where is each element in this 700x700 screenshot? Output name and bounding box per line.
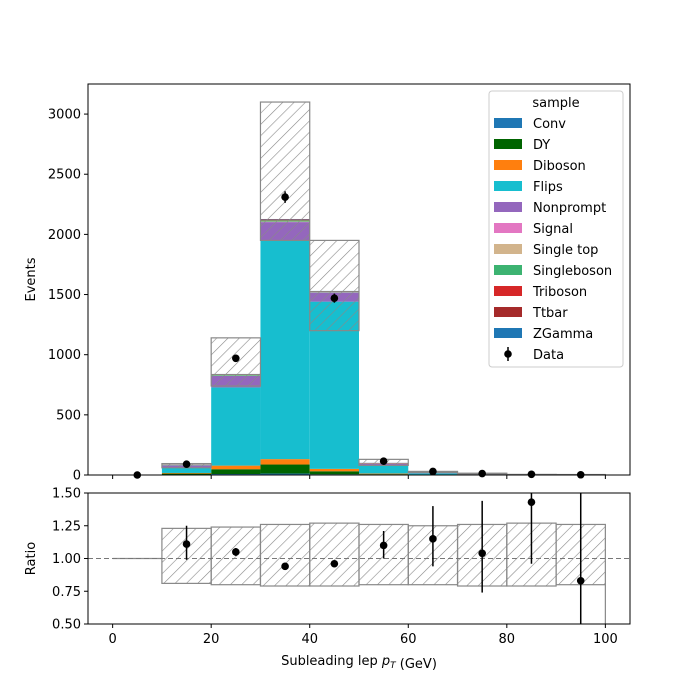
ratio-plot: 0.50 0.75 1.00 1.25 1.50 0 20 40 60 80 100 Ratio Sub… bbox=[24, 487, 631, 672]
data-point-2 bbox=[232, 354, 240, 363]
ratio-points bbox=[182, 493, 585, 624]
ratio-point-0 bbox=[182, 540, 191, 548]
x-axis-label: Subleading lep pT (GeV) bbox=[281, 654, 437, 672]
legend-swatch-6 bbox=[494, 244, 522, 254]
bar-flips-bin-3 bbox=[260, 240, 310, 460]
ratio-xtick-label-1: 20 bbox=[203, 632, 220, 647]
ratio-point-5 bbox=[429, 535, 437, 543]
legend-swatch-3 bbox=[494, 181, 522, 191]
bar-flips-bin-2 bbox=[211, 387, 261, 466]
uncertainty-bin-3 bbox=[259, 101, 311, 242]
main-ytick-label-6: 3000 bbox=[48, 108, 81, 123]
bar-dy-bin-5 bbox=[359, 474, 409, 475]
legend-label-4: Nonprompt bbox=[533, 201, 606, 216]
legend-label-5: Signal bbox=[533, 222, 573, 237]
ratio-xtick-label-3: 60 bbox=[400, 632, 417, 647]
ratio-ytick-label-0: 0.50 bbox=[52, 618, 81, 633]
main-plot-frame bbox=[87, 83, 631, 476]
legend-box bbox=[488, 90, 624, 368]
data-point-4 bbox=[330, 294, 339, 302]
bar-diboson-bin-4 bbox=[309, 468, 359, 472]
legend-label-10: ZGamma bbox=[533, 327, 593, 342]
ratio-band-bin-4 bbox=[309, 522, 360, 587]
ratio-xtick-label-2: 40 bbox=[301, 632, 318, 647]
bar-diboson-bin-2 bbox=[211, 465, 261, 470]
legend-label-9: Ttbar bbox=[532, 306, 568, 321]
main-ylabel: Events bbox=[24, 257, 39, 301]
ratio-xtick-label-5: 100 bbox=[593, 632, 618, 647]
legend-swatch-7 bbox=[494, 265, 522, 275]
legend-swatch-4 bbox=[494, 202, 522, 212]
legend-swatch-2 bbox=[494, 160, 522, 170]
legend-label-0: Conv bbox=[533, 117, 566, 132]
legend-label-6: Single top bbox=[533, 243, 598, 258]
uncertainty-bin-4 bbox=[309, 239, 360, 332]
ratio-point-7 bbox=[527, 498, 536, 506]
ratio-ytick-label-1: 0.75 bbox=[52, 585, 81, 600]
legend-label-2: Diboson bbox=[533, 159, 586, 174]
main-ytick-label-3: 1500 bbox=[48, 288, 81, 303]
main-ytick-label-2: 1000 bbox=[48, 348, 81, 363]
main-plot: 0 500 1000 1500 2000 2500 3000 Events sample Conv… bbox=[24, 83, 631, 484]
legend-swatch-0 bbox=[494, 118, 522, 128]
data-point-6 bbox=[429, 467, 437, 476]
main-ytick-label-4: 2000 bbox=[48, 228, 81, 243]
ratio-ylabel: Ratio bbox=[24, 542, 39, 575]
ratio-point-1 bbox=[232, 548, 240, 556]
data-point-7 bbox=[478, 469, 486, 478]
legend-title: sample bbox=[532, 96, 579, 111]
bar-flips-bin-1 bbox=[161, 467, 212, 473]
main-ytick-label-0: 0 bbox=[73, 469, 81, 484]
legend-label-7: Singleboson bbox=[533, 264, 612, 279]
mc-uncertainty-band bbox=[161, 101, 606, 476]
ratio-point-4 bbox=[379, 541, 388, 550]
legend-swatch-9 bbox=[494, 307, 522, 317]
legend-label-8: Triboson bbox=[532, 285, 587, 300]
ratio-xtick-label-0: 0 bbox=[108, 632, 116, 647]
legend-data-marker bbox=[504, 350, 512, 358]
ratio-band-bin-3 bbox=[259, 523, 311, 587]
bar-dy-bin-4 bbox=[309, 471, 359, 475]
data-point-5 bbox=[379, 457, 388, 465]
ratio-xtick-label-4: 80 bbox=[499, 632, 516, 647]
bar-dy-bin-2 bbox=[211, 469, 261, 475]
bar-dy-bin-1 bbox=[161, 473, 212, 475]
bar-diboson-bin-5 bbox=[359, 473, 409, 475]
bar-flips-bin-5 bbox=[359, 465, 409, 474]
legend-swatch-5 bbox=[494, 223, 522, 233]
bar-dy-bin-3 bbox=[260, 464, 310, 474]
ratio-ytick-label-4: 1.50 bbox=[52, 487, 81, 502]
legend-swatch-10 bbox=[494, 328, 522, 338]
data-point-1 bbox=[182, 460, 191, 468]
bar-diboson-bin-1 bbox=[161, 472, 212, 474]
ratio-ytick-label-3: 1.25 bbox=[52, 519, 81, 534]
ratio-point-2 bbox=[281, 562, 289, 571]
legend-swatch-1 bbox=[494, 139, 522, 149]
data-point-8 bbox=[527, 470, 536, 479]
main-ytick-label-5: 2500 bbox=[48, 168, 81, 183]
data-point-3 bbox=[281, 193, 289, 201]
legend-label-data: Data bbox=[533, 348, 564, 363]
legend-label-1: DY bbox=[533, 138, 550, 153]
legend-label-3: Flips bbox=[533, 180, 563, 195]
legend: sample Conv DY Diboson Flips Nonprompt Signal S… bbox=[488, 90, 624, 368]
bar-diboson-bin-3 bbox=[260, 459, 310, 465]
ratio-ytick-label-2: 1.00 bbox=[52, 552, 81, 567]
ratio-point-6 bbox=[478, 549, 486, 558]
ratio-point-3 bbox=[330, 559, 339, 568]
ratio-point-8 bbox=[576, 576, 585, 585]
main-ytick-label-1: 500 bbox=[56, 408, 81, 423]
legend-swatch-8 bbox=[494, 286, 522, 296]
bar-conv-bin-3 bbox=[260, 473, 310, 475]
